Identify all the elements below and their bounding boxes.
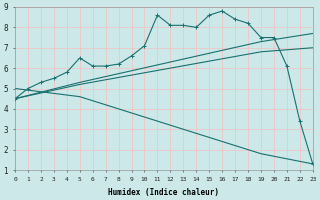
X-axis label: Humidex (Indice chaleur): Humidex (Indice chaleur) xyxy=(108,188,220,197)
